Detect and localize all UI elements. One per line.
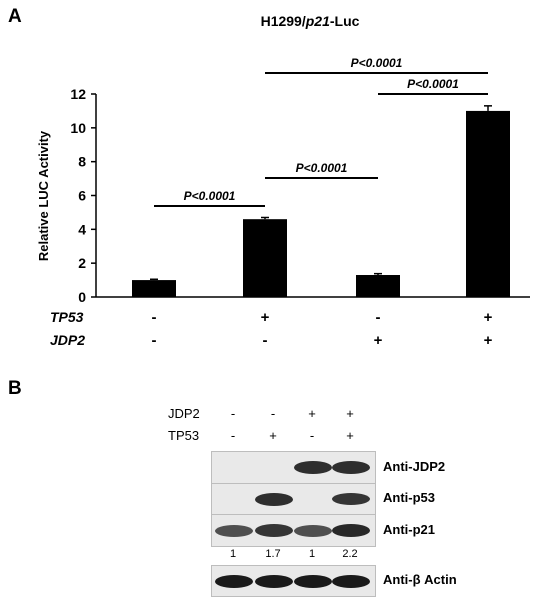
blot-band	[332, 575, 370, 588]
bar-chart: H1299/p21-Luc Relative LUC Activity 0 2 4 6…	[36, 13, 530, 349]
p-value-label: P<0.0001	[296, 161, 348, 175]
panel-label-b: B	[8, 378, 22, 399]
condition-sign: +	[374, 332, 383, 349]
blot-condition-label: JDP2	[168, 406, 200, 421]
chart-title: H1299/p21-Luc	[261, 13, 360, 29]
blot-band	[255, 575, 293, 588]
blot-strip	[211, 451, 376, 484]
condition-sign: -	[263, 332, 268, 349]
y-tick-label: 8	[78, 154, 86, 170]
blot-band	[255, 493, 293, 506]
blot-band	[332, 493, 370, 505]
antibody-label: Anti-JDP2	[383, 459, 446, 474]
condition-row-label: JDP2	[50, 332, 85, 348]
y-tick-label: 0	[78, 289, 86, 305]
condition-sign: +	[484, 309, 493, 326]
blot-condition-sign: -	[230, 406, 236, 421]
blot-strip	[211, 565, 376, 597]
antibody-label: Anti-β Actin	[383, 572, 457, 587]
p21-quantification: 1.7	[265, 548, 281, 560]
blot-band	[332, 524, 370, 537]
blot-band	[332, 461, 370, 474]
chart-title-prefix: H1299/	[261, 13, 306, 29]
p-value-label: P<0.0001	[407, 77, 459, 91]
y-axis-label: Relative LUC Activity	[36, 130, 51, 261]
blot-condition-label: TP53	[168, 428, 200, 443]
chart-title-suffix: -Luc	[330, 13, 360, 29]
condition-sign: +	[261, 309, 270, 326]
blot-band	[255, 524, 293, 537]
antibody-label: Anti-p53	[383, 490, 435, 505]
blot-condition-sign: +	[346, 406, 354, 421]
blot-condition-sign: -	[270, 406, 276, 421]
bar	[466, 110, 510, 298]
blot-band	[294, 575, 332, 588]
condition-sign: -	[376, 309, 381, 326]
antibody-label: Anti-p21	[383, 522, 435, 537]
bar	[356, 275, 400, 297]
blot-strip	[211, 483, 376, 515]
blot-condition-sign: -	[309, 428, 315, 443]
panel-label-a: A	[8, 6, 22, 27]
bar	[132, 280, 176, 297]
p21-quantification: 2.2	[342, 548, 358, 560]
blot-band	[294, 525, 332, 537]
blot-condition-sign: +	[308, 406, 316, 421]
blot-strip	[211, 514, 376, 547]
condition-sign: -	[152, 332, 157, 349]
blot-band	[215, 525, 253, 537]
condition-row-label: TP53	[50, 309, 84, 325]
condition-sign: -	[152, 309, 157, 326]
y-tick-label: 6	[78, 188, 86, 204]
p21-quantification: 1	[229, 548, 237, 560]
blot-band	[215, 575, 253, 588]
p-value-label: P<0.0001	[351, 56, 403, 70]
p21-quantification: 1	[308, 548, 316, 560]
blot-band	[294, 461, 332, 474]
y-tick-label: 2	[78, 255, 86, 271]
p-value-label: P<0.0001	[184, 189, 236, 203]
y-tick-label: 10	[70, 120, 86, 136]
y-tick-label: 4	[78, 221, 86, 237]
blot-condition-sign: +	[346, 428, 354, 443]
condition-sign: +	[484, 332, 493, 349]
chart-title-italic: p21	[305, 13, 330, 29]
blot-condition-sign: -	[230, 428, 236, 443]
bar	[243, 219, 287, 297]
blot-condition-sign: +	[269, 428, 277, 443]
y-tick-label: 12	[70, 86, 86, 102]
